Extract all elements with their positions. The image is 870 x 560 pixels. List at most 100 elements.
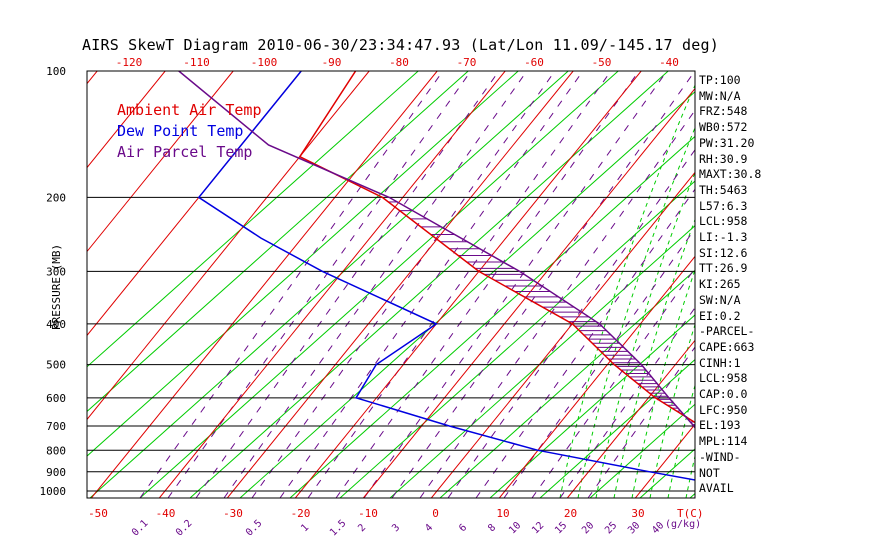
dry-adiabat-line — [87, 71, 419, 368]
y-axis-label: PRESSURE (MB) — [50, 243, 63, 330]
mixing-ratio-line — [531, 267, 695, 498]
mixing-ratio-label: 4 — [423, 522, 435, 534]
temp-tick-label-bottom: 0 — [432, 507, 439, 520]
pressure-tick-label: 300 — [46, 265, 66, 278]
pressure-tick-label: 1000 — [40, 485, 67, 498]
index-item: -PARCEL- — [699, 324, 755, 339]
plot-frame — [86, 70, 696, 499]
index-item: EL:193 — [699, 418, 741, 433]
mixing-ratio-unit-label: (g/kg) — [665, 519, 701, 530]
isotherm-line — [158, 71, 506, 498]
dry-adiabat-line — [389, 225, 695, 498]
index-item: TP:100 — [699, 73, 741, 87]
pressure-tick-label: 700 — [46, 420, 66, 433]
mixing-ratio-label: 25 — [603, 520, 619, 536]
mixing-ratio-label: 30 — [626, 520, 642, 536]
dew-point-line — [197, 71, 695, 481]
dry-adiabat-line — [239, 91, 695, 498]
pressure-tick-label: 600 — [46, 392, 66, 405]
index-item: MPL:114 — [699, 434, 748, 449]
pressure-tick-label: 500 — [46, 359, 66, 372]
index-item: WB0:572 — [699, 120, 748, 135]
mixing-ratio-label: 0.1 — [130, 518, 151, 539]
temp-tick-label-top: -90 — [322, 56, 342, 69]
mixing-ratio-label: 40 — [650, 520, 666, 536]
isotherm-line — [566, 339, 695, 498]
mixing-ratio-line — [335, 71, 640, 498]
pressure-tick-label: 100 — [46, 65, 66, 78]
mixing-ratio-label: 1.5 — [328, 518, 349, 539]
index-item: CAP:0.0 — [699, 387, 748, 401]
dry-adiabat-line — [740, 0, 870, 498]
legend-entry: Ambient Air Temp — [117, 101, 262, 119]
temp-tick-label-bottom: 30 — [631, 507, 644, 520]
dry-adiabat-line — [840, 0, 870, 498]
index-item: L57:6.3 — [699, 198, 748, 213]
isotherm-line — [771, 71, 870, 498]
mixing-ratio-label: 8 — [486, 522, 498, 534]
temp-tick-label-top: -70 — [457, 56, 477, 69]
isotherm-line — [87, 71, 98, 85]
isotherm-line — [498, 255, 695, 498]
index-item: SW:N/A — [699, 292, 741, 307]
index-item: LCL:958 — [699, 371, 748, 386]
isotherm-line — [430, 171, 695, 498]
index-item: AVAIL — [699, 481, 734, 496]
dry-adiabat-line — [339, 180, 695, 498]
index-item: EI:0.2 — [699, 308, 741, 323]
temp-tick-label-bottom: -30 — [223, 507, 243, 520]
temp-tick-label-bottom: -10 — [358, 507, 378, 520]
temp-tick-label-bottom: 10 — [496, 507, 509, 520]
mixing-ratio-label: 1 — [299, 522, 311, 534]
mixing-ratio-label: 20 — [580, 520, 596, 536]
isotherm-line — [294, 71, 642, 498]
mixing-ratio-line — [223, 71, 528, 498]
parcel-temp-line — [178, 71, 695, 429]
index-item: RH:30.9 — [699, 151, 748, 166]
isotherm-line — [87, 71, 166, 169]
index-item: KI:265 — [699, 277, 741, 292]
index-item: CAPE:663 — [699, 339, 755, 354]
dry-adiabat-line — [639, 448, 695, 498]
isotherm-line — [90, 71, 438, 498]
mixing-ratio-line — [503, 227, 695, 498]
mixing-ratio-label: 0.5 — [244, 518, 265, 539]
index-item: CINH:1 — [699, 355, 741, 370]
index-item: PW:31.20 — [699, 135, 755, 150]
dry-adiabat-line — [289, 135, 695, 498]
index-item: TH:5463 — [699, 182, 748, 197]
chart-title: AIRS SkewT Diagram 2010-06-30/23:34:47.9… — [82, 36, 719, 54]
temp-tick-label-top: -120 — [116, 56, 143, 69]
pressure-tick-label: 400 — [46, 318, 66, 331]
temp-tick-label-top: -60 — [524, 56, 544, 69]
x-axis-label: T(C) — [677, 507, 704, 520]
mixing-ratio-label: 2 — [356, 522, 368, 534]
ambient-temp-line — [298, 71, 695, 424]
moist-adiabat-line — [577, 126, 695, 498]
index-item: NOT — [699, 465, 720, 480]
temp-tick-label-top: -50 — [592, 56, 612, 69]
index-item: LCL:958 — [699, 214, 748, 229]
isotherm-line — [0, 71, 29, 498]
mixing-ratio-label: 12 — [530, 520, 546, 536]
temp-tick-label-bottom: 20 — [564, 507, 577, 520]
dry-adiabat-line — [87, 71, 519, 457]
moist-adiabat-line — [649, 323, 695, 498]
dry-adiabat-line — [189, 71, 669, 498]
dry-adiabat-line — [89, 71, 569, 498]
isotherm-line — [226, 71, 574, 498]
temp-tick-label-bottom: -40 — [156, 507, 176, 520]
dry-adiabat-line — [439, 269, 695, 498]
temp-tick-label-top: -100 — [251, 56, 278, 69]
moist-adiabat-line — [613, 218, 695, 498]
plot-area — [0, 0, 870, 498]
legend-entry: Dew Point Temp — [117, 122, 244, 140]
mixing-ratio-label: 0.2 — [174, 518, 195, 539]
pressure-tick-label: 200 — [46, 191, 66, 204]
index-item: SI:12.6 — [699, 245, 748, 260]
moist-adiabat-line — [631, 268, 695, 498]
index-item: TT:26.9 — [699, 261, 748, 276]
isotherm-line — [87, 71, 370, 421]
pressure-tick-label: 900 — [46, 466, 66, 479]
